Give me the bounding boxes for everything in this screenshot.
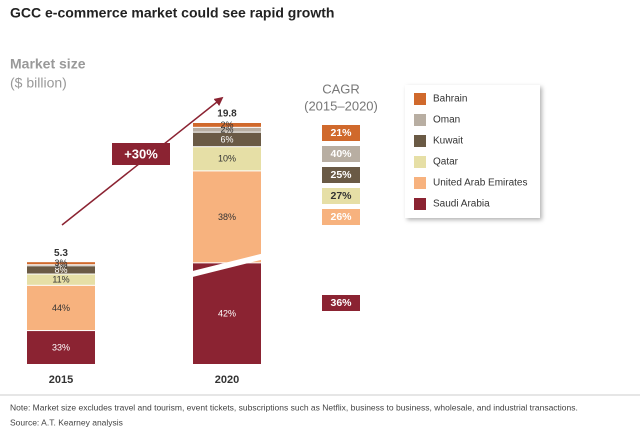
bar-segment [27, 266, 95, 274]
legend-swatch [414, 114, 426, 126]
bar-segment [193, 127, 261, 132]
segment-label: 33% [52, 342, 70, 352]
legend-label: Oman [433, 115, 460, 126]
bar-segment [27, 285, 95, 331]
cagr-box [322, 209, 360, 225]
total-label: 5.3 [54, 248, 68, 259]
legend-label: Qatar [433, 157, 459, 168]
bar-segment [193, 263, 261, 364]
segment-label: 3% [54, 258, 67, 268]
cagr-label: 25% [330, 169, 352, 181]
bar-segment [27, 265, 95, 266]
unit-label: ($ billion) [10, 75, 67, 91]
cagr-label: 21% [330, 127, 352, 139]
bar-segment [27, 331, 95, 364]
note: Note: Market size excludes travel and to… [10, 402, 578, 412]
cagr-box [322, 167, 360, 183]
cagr-label: 40% [330, 148, 352, 160]
bar-segment [193, 147, 261, 171]
segment-label: 6% [220, 134, 233, 144]
chart-title: GCC e-commerce market could see rapid gr… [10, 5, 334, 21]
bar-segment [27, 274, 95, 285]
segment-label: 8% [54, 265, 67, 275]
cagr-title: CAGR [322, 81, 360, 96]
legend-swatch [414, 93, 426, 105]
source: Source: A.T. Kearney analysis [10, 417, 123, 427]
segment-label: 1% [54, 260, 67, 270]
segment-label: 38% [218, 212, 236, 222]
legend-swatch [414, 156, 426, 168]
bar-segment [193, 132, 261, 147]
cagr-label: 26% [330, 211, 352, 223]
legend-label: Kuwait [433, 136, 463, 147]
segment-label: 42% [218, 309, 236, 319]
x-tick-label: 2020 [215, 374, 239, 386]
subtitle: Market size [10, 56, 86, 72]
legend-swatch [414, 198, 426, 210]
cagr-box [322, 146, 360, 162]
axis-break [191, 253, 263, 278]
segment-label: 44% [52, 303, 70, 313]
total-label: 19.8 [217, 109, 237, 120]
legend-label: United Arab Emirates [433, 178, 528, 189]
bar-segment [193, 171, 261, 263]
segment-label: 2% [220, 125, 233, 135]
cagr-box [322, 188, 360, 204]
cagr-box [322, 125, 360, 141]
cagr-box [322, 295, 360, 311]
bar-segment [27, 262, 95, 265]
segment-label: 10% [218, 154, 236, 164]
cagr-period: (2015–2020) [304, 98, 378, 113]
legend-swatch [414, 177, 426, 189]
segment-label: 2% [220, 120, 233, 130]
legend-box [405, 85, 540, 218]
x-tick-label: 2015 [49, 374, 73, 386]
annotation: +30% [124, 146, 158, 161]
cagr-label: 27% [330, 190, 352, 202]
legend-label: Saudi Arabia [433, 199, 490, 210]
bar-segment [193, 123, 261, 127]
cagr-label: 36% [330, 297, 352, 309]
legend-label: Bahrain [433, 94, 467, 105]
segment-label: 11% [52, 275, 69, 285]
legend-swatch [414, 135, 426, 147]
annotation-box [112, 143, 170, 165]
